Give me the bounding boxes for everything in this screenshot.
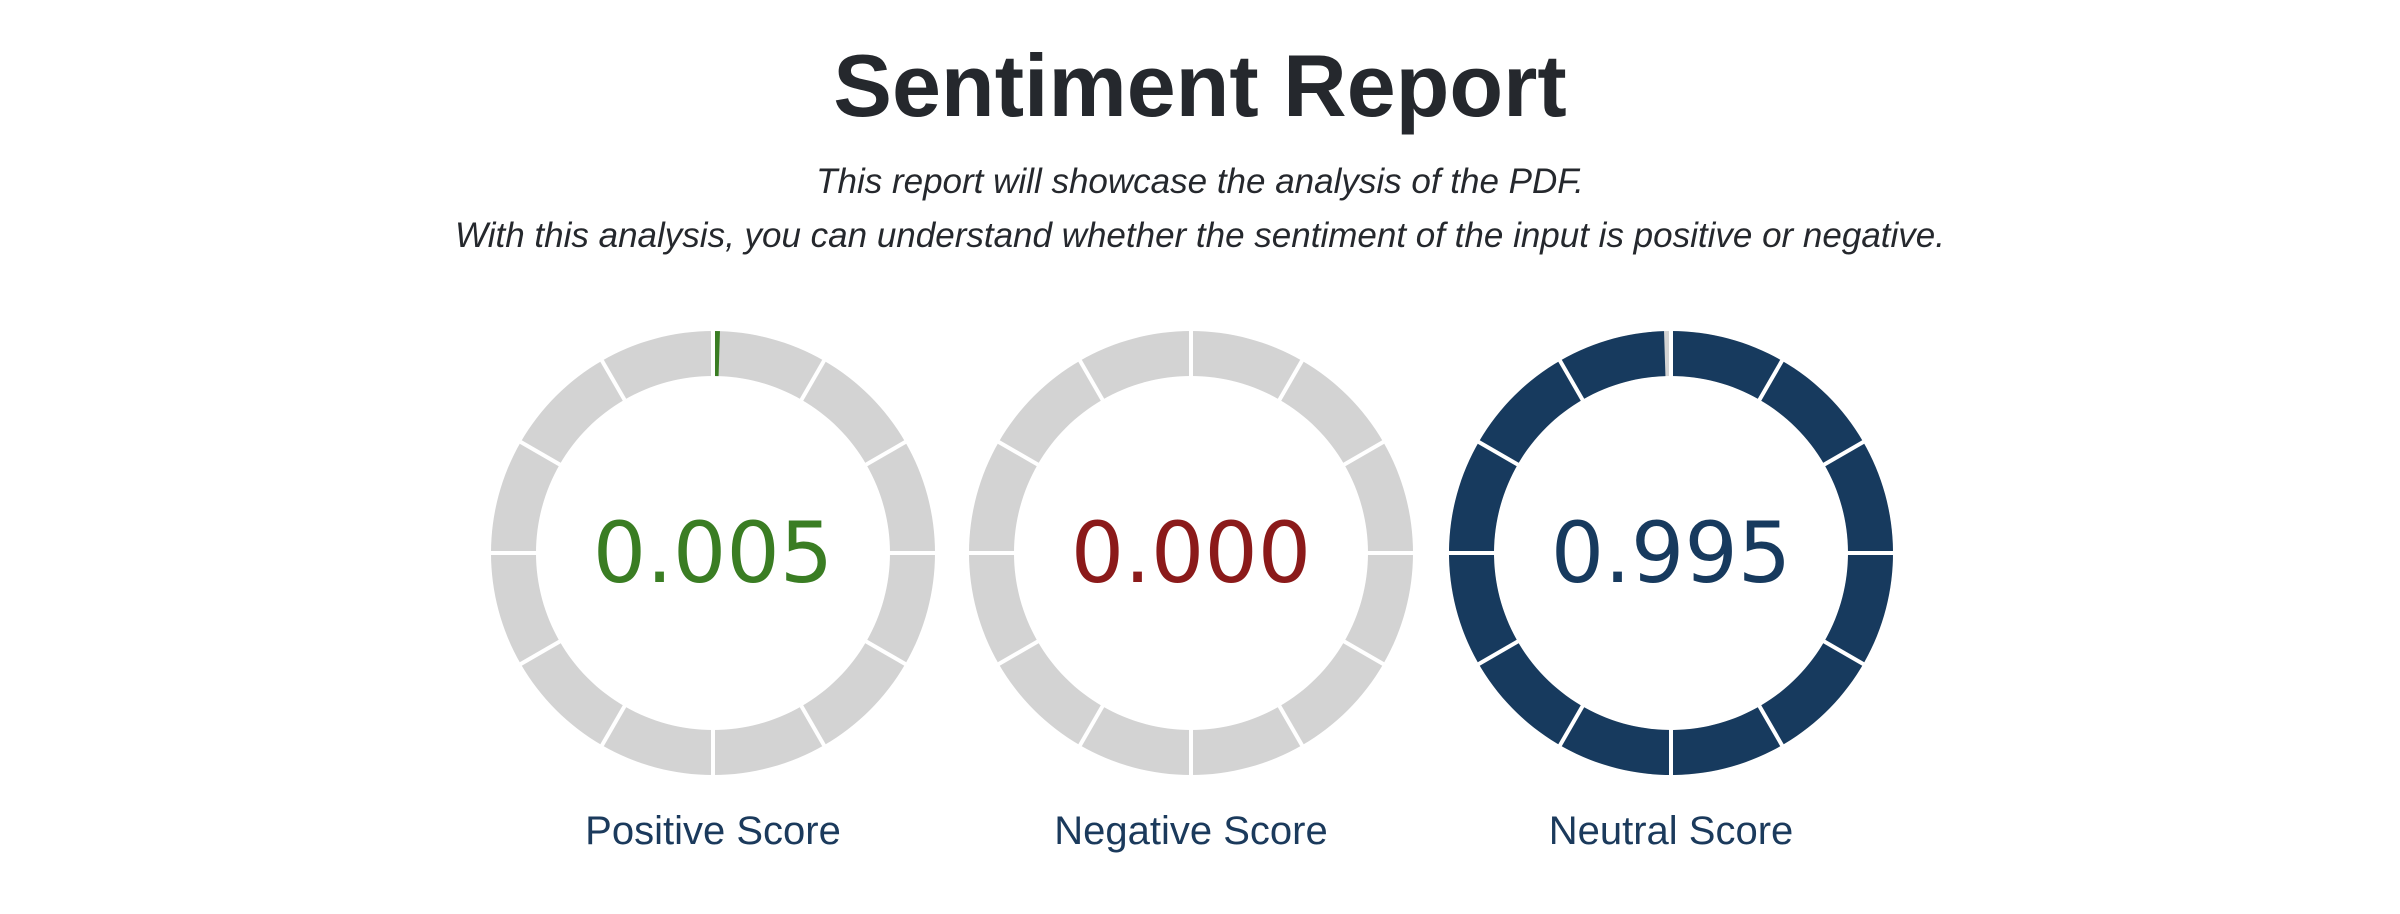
gauge-segment-divider bbox=[798, 358, 827, 403]
gauge-segment-divider bbox=[863, 439, 908, 468]
gauge-segment-divider bbox=[599, 703, 628, 748]
report-title: Sentiment Report bbox=[833, 36, 1567, 135]
gauge-segment-divider bbox=[1341, 439, 1386, 468]
gauge-segment-divider bbox=[518, 638, 563, 667]
gauge-segment-divider bbox=[1476, 638, 1521, 667]
neutral-score-gauge: 0.995 bbox=[1446, 328, 1896, 778]
gauge-segment-divider bbox=[1077, 358, 1106, 403]
negative-score-label: Negative Score bbox=[1054, 809, 1328, 853]
gauge-segment-divider bbox=[863, 638, 908, 667]
positive-score-gauge: 0.005 bbox=[488, 328, 938, 778]
neutral-score-label: Neutral Score bbox=[1548, 809, 1794, 853]
negative-score-ring bbox=[967, 329, 1415, 777]
negative-score-value: 0.000 bbox=[1070, 504, 1312, 602]
gauge-segment-divider bbox=[1077, 703, 1106, 748]
gauge-segment-divider bbox=[1557, 358, 1586, 403]
positive-score-ring bbox=[489, 329, 937, 777]
positive-score-value: 0.005 bbox=[592, 504, 834, 602]
gauge-segment-divider bbox=[1341, 638, 1386, 667]
neutral-score-ring bbox=[1447, 329, 1895, 777]
gauge-segment-divider bbox=[996, 439, 1041, 468]
gauge-segment-divider bbox=[518, 439, 563, 468]
gauge-segment-divider bbox=[1756, 358, 1785, 403]
neutral-score-value: 0.995 bbox=[1550, 504, 1792, 602]
gauge-segment-divider bbox=[1821, 638, 1866, 667]
negative-score-gauge: 0.000 bbox=[966, 328, 1416, 778]
positive-score-label: Positive Score bbox=[585, 809, 841, 853]
gauge-segment-divider bbox=[1821, 439, 1866, 468]
gauge-segment-divider bbox=[996, 638, 1041, 667]
gauge-segment-divider bbox=[1756, 703, 1785, 748]
report-subtitle-line-1: This report will showcase the analysis o… bbox=[816, 162, 1584, 201]
gauge-segment-divider bbox=[1276, 703, 1305, 748]
report-subtitle-line-2: With this analysis, you can understand w… bbox=[455, 216, 1945, 255]
gauge-segment-divider bbox=[1276, 358, 1305, 403]
gauge-segment-divider bbox=[1476, 439, 1521, 468]
gauge-segment-divider bbox=[599, 358, 628, 403]
gauge-segment-divider bbox=[798, 703, 827, 748]
gauge-segment-divider bbox=[1557, 703, 1586, 748]
